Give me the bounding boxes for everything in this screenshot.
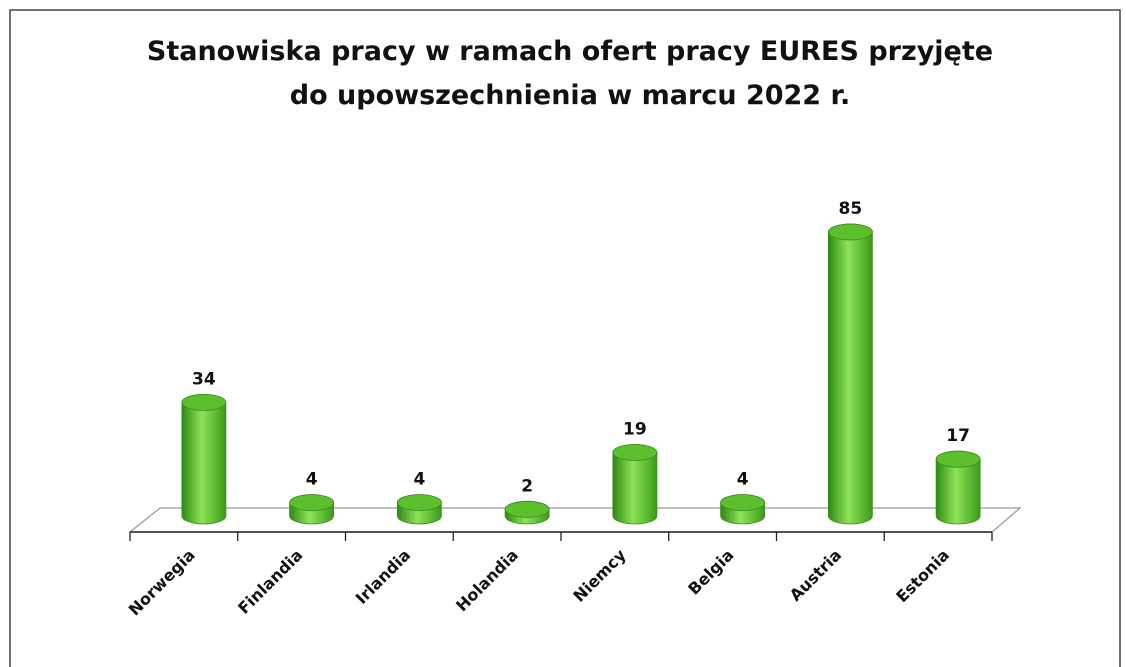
floor bbox=[128, 507, 1022, 533]
x-tick-label: Norwegia bbox=[125, 545, 199, 619]
x-tick-label: Estonia bbox=[892, 545, 953, 606]
bar-top bbox=[720, 494, 766, 512]
bar-top bbox=[396, 494, 442, 512]
bar-top bbox=[612, 444, 658, 461]
frame bbox=[9, 9, 1121, 667]
chart-title: Stanowiska pracy w ramach ofert pracy EU… bbox=[146, 36, 994, 111]
bar-top bbox=[504, 500, 550, 518]
data-label: 4 bbox=[306, 470, 318, 490]
bar-top bbox=[289, 494, 335, 512]
data-label: 4 bbox=[737, 470, 749, 490]
data-label: 85 bbox=[839, 199, 863, 219]
data-label: 17 bbox=[946, 426, 970, 446]
bar-top bbox=[935, 450, 981, 468]
bar-top bbox=[181, 393, 227, 411]
data-label: 4 bbox=[413, 470, 425, 490]
bar bbox=[827, 223, 873, 525]
x-tick-label: Niemcy bbox=[569, 545, 630, 606]
x-tick-label: Holandia bbox=[452, 545, 522, 615]
x-tick-label: Belgia bbox=[684, 545, 737, 598]
data-label: 19 bbox=[623, 420, 647, 440]
x-tick-label: Finlandia bbox=[234, 545, 306, 617]
x-tick-label: Irlandia bbox=[352, 545, 414, 607]
data-label: 34 bbox=[192, 369, 216, 389]
data-label: 2 bbox=[521, 476, 533, 496]
bar-top bbox=[827, 223, 873, 241]
bar bbox=[181, 394, 227, 525]
x-tick-label: Austria bbox=[786, 545, 845, 604]
